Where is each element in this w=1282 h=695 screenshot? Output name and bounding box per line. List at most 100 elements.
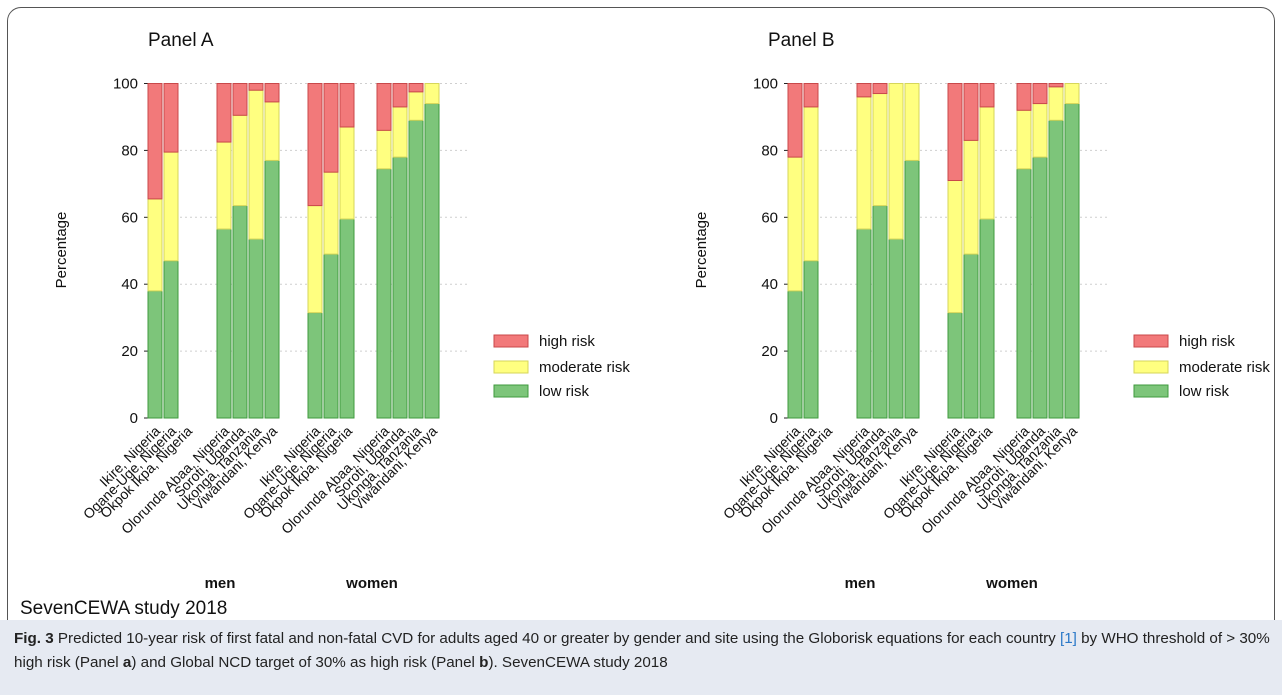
- bar-high-risk: [248, 83, 264, 91]
- group-label: men: [205, 575, 236, 592]
- bar-high-risk: [856, 83, 872, 98]
- bar-moderate-risk: [963, 139, 979, 255]
- bar-high-risk: [787, 83, 803, 158]
- y-tick-label: 80: [121, 142, 138, 159]
- y-tick-label: 60: [761, 209, 778, 226]
- bar-low-risk: [963, 253, 979, 419]
- bar-high-risk: [1048, 83, 1064, 88]
- bar-low-risk: [339, 218, 355, 419]
- bar-moderate-risk: [1032, 103, 1048, 158]
- legend-low-risk-swatch: [1133, 384, 1169, 398]
- bar-moderate-risk: [904, 83, 920, 161]
- bar-moderate-risk: [376, 129, 392, 170]
- caption-panel-a: a: [122, 654, 132, 671]
- legend-moderate-risk-swatch: [1133, 360, 1169, 374]
- bar-moderate-risk: [307, 205, 323, 314]
- bar-low-risk: [787, 290, 803, 419]
- caption-citation-link[interactable]: [1]: [1059, 630, 1077, 647]
- bar-low-risk: [264, 159, 280, 419]
- bar-moderate-risk: [248, 89, 264, 240]
- bar-moderate-risk: [264, 101, 280, 161]
- bar-moderate-risk: [147, 198, 163, 292]
- y-axis-label: Percentage: [53, 212, 70, 289]
- bar-high-risk: [803, 83, 819, 108]
- panel-title: Panel B: [768, 30, 835, 51]
- bar-low-risk: [392, 156, 408, 419]
- bar-moderate-risk: [232, 114, 248, 207]
- caption-part-2: by WHO threshold of > 30% high risk (Pan…: [14, 630, 1270, 671]
- legend-high-risk-label: high risk: [1179, 333, 1235, 350]
- caption-part-1: Predicted 10-year risk of first fatal an…: [53, 630, 1060, 647]
- bar-high-risk: [232, 83, 248, 116]
- bar-low-risk: [1064, 103, 1080, 419]
- bar-moderate-risk: [216, 141, 232, 230]
- legend-low-risk-label: low risk: [539, 383, 590, 400]
- y-tick-label: 20: [121, 343, 138, 360]
- x-tick-label: Ogane-Uge, Nigeria: [720, 423, 820, 523]
- legend-high-risk-swatch: [1133, 334, 1169, 348]
- bar-moderate-risk: [424, 83, 440, 105]
- legend-low-risk-label: low risk: [1179, 383, 1230, 400]
- y-tick-label: 60: [121, 209, 138, 226]
- bar-high-risk: [376, 83, 392, 131]
- caption-panel-b: b: [479, 654, 489, 671]
- bar-moderate-risk: [408, 91, 424, 121]
- legend-low-risk-swatch: [493, 384, 529, 398]
- legend-moderate-risk-label: moderate risk: [539, 359, 630, 376]
- bar-low-risk: [947, 312, 963, 419]
- bar-moderate-risk: [947, 180, 963, 314]
- y-axis-label: Percentage: [693, 212, 710, 289]
- x-tick-label: Ogane-Uge, Nigeria: [80, 423, 180, 523]
- bar-low-risk: [216, 228, 232, 419]
- y-tick-label: 40: [121, 276, 138, 293]
- bar-low-risk: [376, 168, 392, 419]
- bar-high-risk: [872, 83, 888, 95]
- group-label: women: [985, 575, 1038, 592]
- y-tick-label: 20: [761, 343, 778, 360]
- y-tick-label: 40: [761, 276, 778, 293]
- caption-fig-label: Fig. 3: [14, 630, 54, 647]
- bar-low-risk: [803, 260, 819, 419]
- bar-high-risk: [1032, 83, 1048, 105]
- caption-part-4: ). SevenCEWA study 2018: [488, 654, 668, 671]
- bar-moderate-risk: [803, 106, 819, 262]
- bar-high-risk: [408, 83, 424, 93]
- bar-moderate-risk: [856, 96, 872, 230]
- bar-low-risk: [1032, 156, 1048, 419]
- bar-high-risk: [979, 83, 995, 108]
- y-tick-label: 100: [113, 76, 138, 93]
- legend-moderate-risk-label: moderate risk: [1179, 359, 1270, 376]
- bar-high-risk: [947, 83, 963, 182]
- bar-low-risk: [323, 253, 339, 419]
- group-label: men: [845, 575, 876, 592]
- bar-low-risk: [904, 159, 920, 419]
- bar-low-risk: [147, 290, 163, 419]
- bar-high-risk: [963, 83, 979, 141]
- bar-moderate-risk: [1048, 86, 1064, 121]
- legend-high-risk-swatch: [493, 334, 529, 348]
- bar-low-risk: [424, 103, 440, 419]
- legend-moderate-risk-swatch: [493, 360, 529, 374]
- bar-low-risk: [248, 238, 264, 419]
- legend-high-risk-label: high risk: [539, 333, 595, 350]
- bar-moderate-risk: [163, 151, 179, 262]
- bar-low-risk: [888, 238, 904, 419]
- bar-moderate-risk: [1064, 83, 1080, 105]
- bar-high-risk: [307, 83, 323, 207]
- bar-low-risk: [856, 228, 872, 419]
- bar-low-risk: [408, 119, 424, 419]
- y-tick-label: 0: [770, 410, 778, 427]
- bar-moderate-risk: [1016, 109, 1032, 170]
- bar-low-risk: [163, 260, 179, 419]
- y-tick-label: 100: [753, 76, 778, 93]
- bar-low-risk: [1016, 168, 1032, 419]
- bar-moderate-risk: [787, 156, 803, 292]
- bar-moderate-risk: [872, 93, 888, 207]
- y-tick-label: 80: [761, 142, 778, 159]
- caption-text: Fig. 3 Predicted 10-year risk of first f…: [14, 627, 1272, 675]
- group-label: women: [345, 575, 398, 592]
- bar-moderate-risk: [979, 106, 995, 220]
- bar-high-risk: [323, 83, 339, 173]
